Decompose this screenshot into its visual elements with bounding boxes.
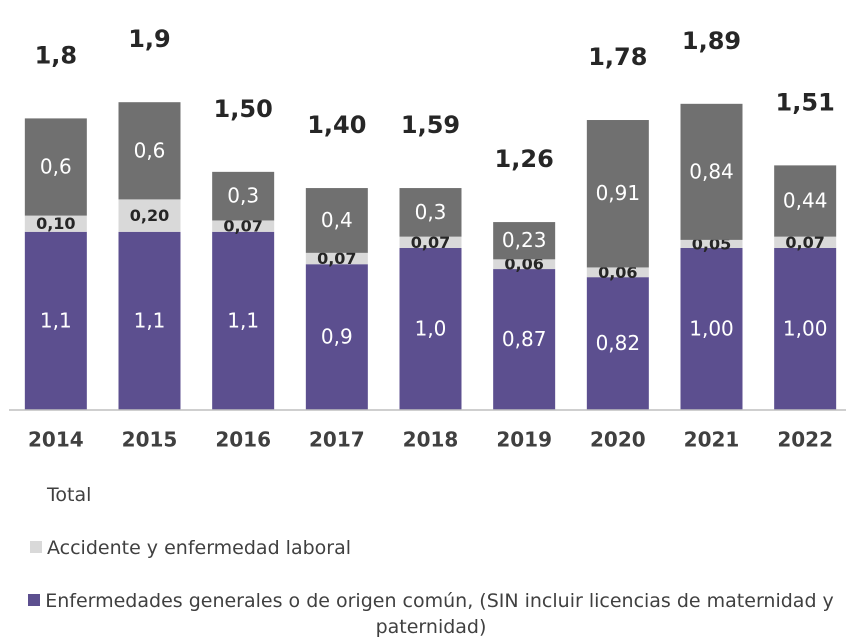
- total-label: 1,26: [495, 145, 554, 173]
- segment-label: 0,06: [504, 255, 543, 274]
- bar-segment: [399, 248, 462, 410]
- segment-label: 1,00: [783, 317, 828, 341]
- bar-segment: [305, 252, 368, 265]
- segment-label: 0,44: [783, 189, 828, 213]
- bar-segment: [399, 236, 462, 248]
- segment-label: 1,1: [134, 308, 166, 332]
- x-tick-label: 2021: [684, 428, 740, 452]
- bar-segment: [774, 165, 837, 237]
- segment-label: 0,07: [223, 217, 262, 236]
- x-tick-label: 2022: [777, 428, 833, 452]
- x-tick-label: 2016: [215, 428, 271, 452]
- bar-segment: [586, 120, 649, 268]
- total-label: 1,8: [35, 41, 78, 69]
- total-label: 1,9: [128, 25, 171, 53]
- x-tick-label: 2017: [309, 428, 365, 452]
- segment-label: 0,23: [502, 228, 547, 252]
- total-label: 1,78: [588, 43, 647, 71]
- bar-segment: [493, 222, 556, 260]
- segment-label: 0,20: [130, 206, 169, 225]
- bar-segment: [305, 264, 368, 410]
- segment-label: 0,87: [502, 327, 547, 351]
- total-label: 1,51: [776, 88, 835, 116]
- bar-segment: [24, 118, 87, 216]
- bar-segment: [493, 259, 556, 270]
- bar-segment: [680, 239, 743, 248]
- legend-swatch: [30, 541, 42, 553]
- segment-label: 0,9: [321, 325, 353, 349]
- bar-segment: [774, 248, 837, 410]
- legend-item: Enfermedades generales o de origen común…: [28, 588, 834, 640]
- total-label: 1,89: [682, 27, 741, 55]
- legend-swatch: [30, 488, 42, 500]
- segment-label: 0,84: [689, 159, 734, 183]
- segment-label: 1,1: [227, 308, 259, 332]
- bar-segment: [680, 248, 743, 410]
- bar-segment: [680, 103, 743, 240]
- bar-segment: [212, 171, 275, 221]
- x-tick-label: 2015: [122, 428, 178, 452]
- segment-label: 1,00: [689, 317, 734, 341]
- bar-segment: [24, 231, 87, 410]
- total-label: 1,59: [401, 111, 460, 139]
- segment-label: 0,82: [596, 331, 641, 355]
- segment-label: 1,1: [40, 308, 72, 332]
- segment-label: 0,6: [134, 138, 166, 162]
- legend-label: Total: [47, 484, 92, 506]
- bar-segment: [586, 267, 649, 278]
- total-label: 1,40: [307, 111, 366, 139]
- bar-segment: [305, 188, 368, 253]
- segment-label: 0,3: [415, 200, 447, 224]
- segment-label: 0,91: [596, 181, 641, 205]
- plot: 1,1 0,10 0,6 1,8 2014 1,1 0,20 0,6 1,9 2015 1,1 0,0…: [9, 25, 846, 452]
- x-tick-label: 2014: [28, 428, 84, 452]
- segment-label: 0,10: [36, 214, 75, 233]
- legend-item: Total: [30, 482, 836, 508]
- legend-label: Enfermedades generales o de origen común…: [45, 590, 834, 638]
- segment-label: 0,06: [598, 263, 637, 282]
- bar-segment: [118, 102, 181, 200]
- bar-segment: [212, 220, 275, 232]
- segment-label: 0,3: [227, 184, 259, 208]
- total-label: 1,50: [214, 95, 273, 123]
- bar-segment: [24, 215, 87, 232]
- bar-segment: [212, 231, 275, 410]
- bar-segment: [493, 269, 556, 410]
- x-tick-label: 2018: [403, 428, 459, 452]
- bar-segment: [586, 277, 649, 410]
- segment-label: 0,07: [317, 249, 356, 268]
- bar-segment: [399, 188, 462, 237]
- legend-item: Accidente y enfermedad laboral: [30, 535, 836, 561]
- legend-swatch: [28, 594, 41, 606]
- segment-label: 1,0: [415, 317, 447, 341]
- segment-label: 0,6: [40, 155, 72, 179]
- segment-label: 0,07: [785, 233, 824, 252]
- legend-label: Accidente y enfermedad laboral: [47, 537, 352, 559]
- segment-label: 0,4: [321, 208, 353, 232]
- bar-segment: [118, 231, 181, 410]
- segment-label: 0,07: [411, 233, 450, 252]
- x-tick-label: 2019: [496, 428, 552, 452]
- bar-segment: [774, 236, 837, 248]
- x-tick-label: 2020: [590, 428, 646, 452]
- bar-segment: [118, 199, 181, 232]
